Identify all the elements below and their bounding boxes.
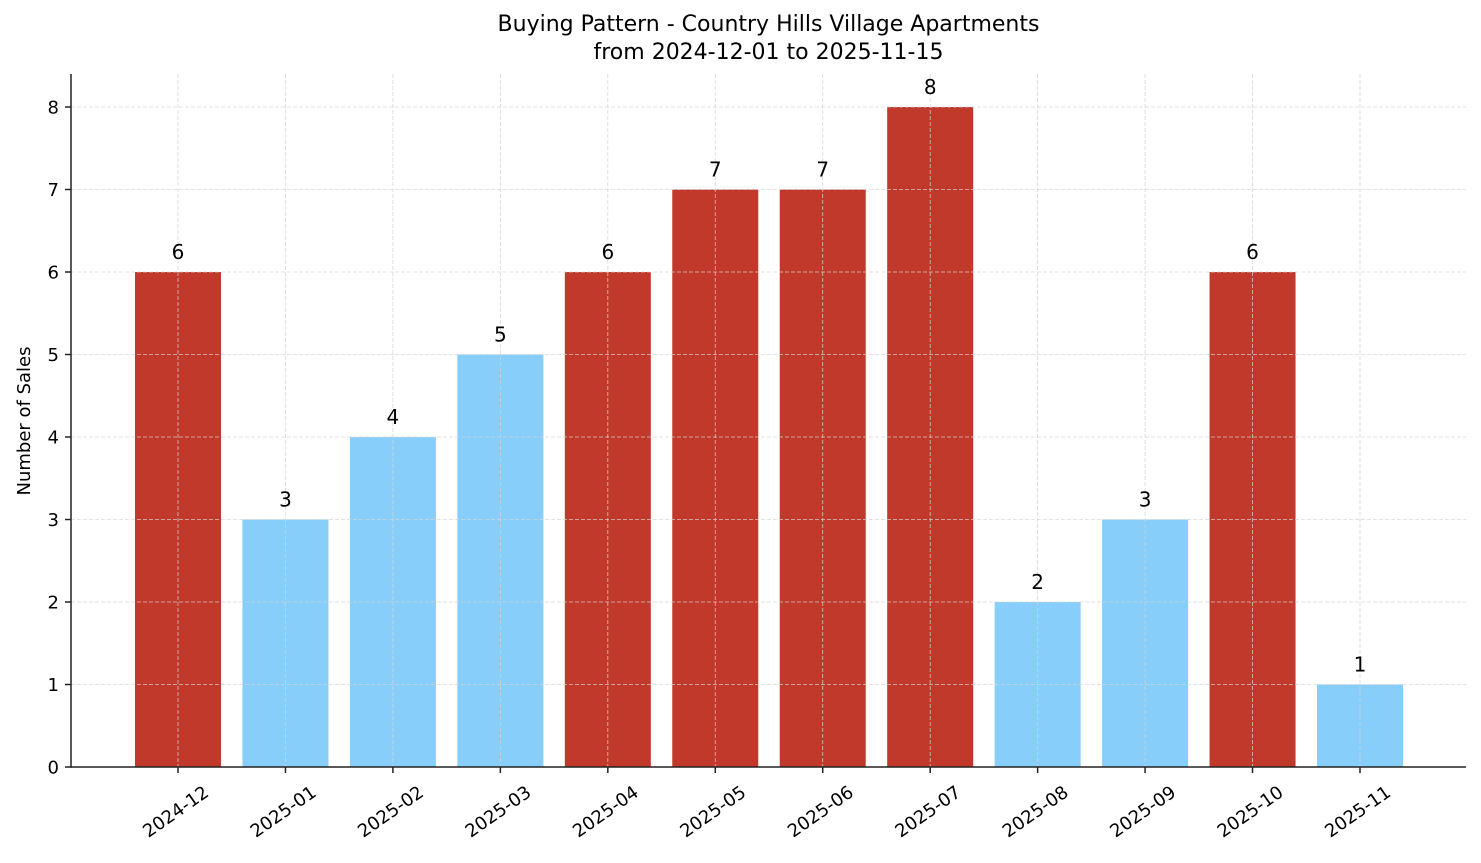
y-tick-label: 6 [48, 263, 59, 284]
x-tick-label: 2025-02 [354, 782, 428, 842]
x-tick-label: 2024-12 [139, 782, 213, 842]
bar-value-label: 3 [279, 488, 292, 512]
y-tick-label: 4 [48, 428, 59, 449]
y-axis-label: Number of Sales [14, 346, 35, 495]
chart-subtitle: from 2024-12-01 to 2025-11-15 [593, 40, 944, 65]
y-tick-label: 7 [48, 180, 59, 201]
y-tick-label: 2 [48, 593, 59, 614]
y-tick-label: 3 [48, 510, 59, 531]
x-tick-label: 2025-05 [676, 782, 750, 842]
y-tick-label: 0 [48, 758, 59, 779]
chart-title: Buying Pattern - Country Hills Village A… [0, 11, 1481, 67]
bar-value-label: 8 [924, 75, 937, 99]
y-tick-label: 5 [48, 345, 59, 366]
bar-value-label: 7 [816, 158, 829, 182]
y-tick-label: 1 [48, 675, 59, 696]
x-tick-label: 2025-01 [247, 782, 321, 842]
x-tick-label: 2025-03 [462, 782, 536, 842]
bar-value-label: 1 [1354, 653, 1367, 677]
bar-value-label: 7 [709, 158, 722, 182]
y-tick-label: 8 [48, 98, 59, 119]
x-tick-label: 2025-04 [569, 782, 643, 842]
bar-value-label: 6 [1246, 240, 1259, 264]
chart-title-main: Buying Pattern - Country Hills Village A… [497, 12, 1040, 37]
bar-value-label: 3 [1139, 488, 1152, 512]
bar-value-label: 4 [387, 405, 400, 429]
x-tick-label: 2025-09 [1106, 782, 1180, 842]
x-tick-label: 2025-11 [1321, 782, 1395, 842]
x-tick-label: 2025-08 [999, 782, 1073, 842]
bar-value-labels: 6 3 4 5 6 7 7 8 2 3 6 1 [172, 75, 1367, 677]
bar-value-label: 6 [601, 240, 614, 264]
x-tick-label: 2025-10 [1214, 782, 1288, 842]
x-tick-label: 2025-07 [891, 782, 965, 842]
bar-value-label: 5 [494, 323, 507, 347]
x-tick-label: 2025-06 [784, 782, 858, 842]
grid-lines [71, 74, 1466, 767]
bar-value-label: 6 [172, 240, 185, 264]
bar-value-label: 2 [1031, 570, 1044, 594]
